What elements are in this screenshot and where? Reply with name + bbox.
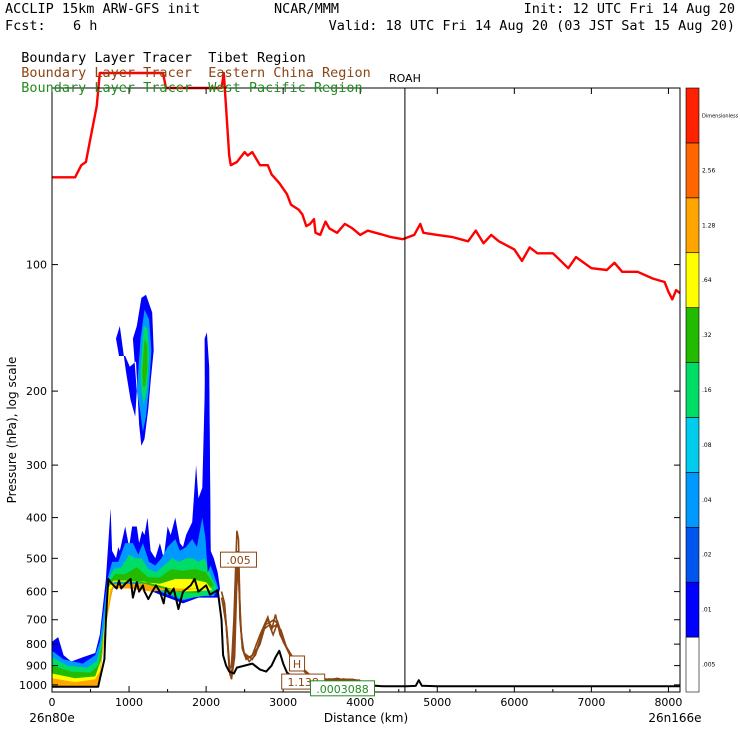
legend-region: Tibet Region <box>208 50 306 66</box>
colorbar-swatch <box>685 252 700 308</box>
x-tick-label: 4000 <box>346 696 374 709</box>
annotation-box <box>309 680 375 697</box>
y-tick-label: 400 <box>26 512 47 525</box>
legend-entry-eastern-china: Boundary Layer Tracer Eastern China Regi… <box>5 51 371 81</box>
tracer-shading <box>52 567 214 687</box>
y-tick-label: 100 <box>26 259 47 272</box>
colorbar-label: .005 <box>702 662 716 669</box>
annotation-label: H <box>293 658 301 671</box>
tracer-shading <box>142 338 148 387</box>
tropopause-line <box>52 71 681 301</box>
colorbar-swatch <box>685 417 700 473</box>
annotation-label: .0003088 <box>316 683 369 696</box>
x-tick-label: 1000 <box>115 696 143 709</box>
y-tick-label: 600 <box>26 586 47 599</box>
x-tick-label: 2000 <box>192 696 220 709</box>
tracer-shading <box>52 517 219 687</box>
colorbar-label: .02 <box>702 552 712 559</box>
reference-line-group: ROAH <box>389 72 421 692</box>
tracer-contour <box>222 572 358 682</box>
legend-entry-west-pacific: Boundary Layer Tracer West Pacific Regio… <box>5 66 363 96</box>
x-tick-label: 7000 <box>577 696 605 709</box>
colorbar-label: Dimensionless <box>702 113 739 119</box>
colorbar-label: .16 <box>702 387 712 394</box>
annotation-box <box>289 655 306 672</box>
x-tick-label: 8000 <box>654 696 682 709</box>
colorbar-swatch <box>685 472 700 528</box>
tracer-shading <box>52 338 220 687</box>
x-tick-label: 0 <box>49 696 56 709</box>
y-tick-label: 300 <box>26 459 47 472</box>
legend-prefix: Boundary Layer Tracer <box>21 80 192 96</box>
x-tick-label: 3000 <box>269 696 297 709</box>
tracer-shading <box>204 332 211 573</box>
legend-region: Eastern China Region <box>208 65 371 81</box>
org-label: NCAR/MMM <box>274 1 340 17</box>
fcst-value: 6 h <box>73 18 98 34</box>
init-time: Init: 12 UTC Fri 14 Aug 20 <box>523 1 735 17</box>
annotation-label: .005 <box>226 554 251 567</box>
colorbar-swatch <box>685 362 700 418</box>
axes-layer: 0 1000 2000 3000 4000 5000 6000 7000 80001002003… <box>5 87 702 725</box>
legend-entry-tibet: Boundary Layer Tracer Tibet Region <box>5 36 306 66</box>
tracer-fill-layer <box>52 294 220 687</box>
legend-prefix: Boundary Layer Tracer <box>21 50 192 66</box>
eastern-china-tracer-contours <box>220 530 361 683</box>
colorbar-label: .08 <box>702 442 712 449</box>
y-tick-label: 700 <box>26 614 47 627</box>
reference-line-label: ROAH <box>389 72 421 85</box>
colorbar-swatch <box>685 87 700 144</box>
legend-prefix: Boundary Layer Tracer <box>21 65 192 81</box>
x-axis-label: Distance (km) <box>324 711 408 725</box>
annotation-box <box>219 551 257 568</box>
right-endpoint-label: 26n166e <box>648 711 701 725</box>
fcst-label: Fcst: <box>5 18 46 34</box>
terrain-line <box>52 578 680 688</box>
colorbar-label: 1.28 <box>702 222 716 229</box>
colorbar-swatch <box>685 142 700 199</box>
colorbar-label: .64 <box>702 277 712 284</box>
y-tick-label: 500 <box>26 552 47 565</box>
colorbar-swatch <box>685 307 700 363</box>
y-tick-label: 800 <box>26 638 47 651</box>
y-axis-label: Pressure (hPa), log scale <box>5 357 19 504</box>
colorbar-label: .32 <box>702 332 712 339</box>
left-endpoint-label: 26n80e <box>29 711 75 725</box>
y-tick-label: 200 <box>26 385 47 398</box>
colorbar-swatch <box>685 197 700 254</box>
colorbar-label: .04 <box>702 497 712 504</box>
tracer-shading <box>52 579 213 687</box>
x-tick-label: 5000 <box>423 696 451 709</box>
valid-time: Valid: 18 UTC Fri 14 Aug 20 (03 JST Sat … <box>328 18 735 34</box>
model-title: ACCLIP 15km ARW-GFS init <box>5 1 201 17</box>
x-tick-label: 6000 <box>500 696 528 709</box>
colorbar-swatch <box>685 636 700 693</box>
colorbar-label: .01 <box>702 607 712 614</box>
y-tick-label: 900 <box>26 660 47 673</box>
legend-region: West Pacific Region <box>208 80 363 96</box>
colorbar: .005 .01 .02 .04 .08 .16 .32 .64 1.28 2.56 Dimensi… <box>685 87 739 693</box>
y-tick-label: 1000 <box>19 679 47 692</box>
colorbar-swatch <box>685 581 700 638</box>
colorbar-swatch <box>685 526 700 583</box>
colorbar-label: 2.56 <box>702 167 716 174</box>
